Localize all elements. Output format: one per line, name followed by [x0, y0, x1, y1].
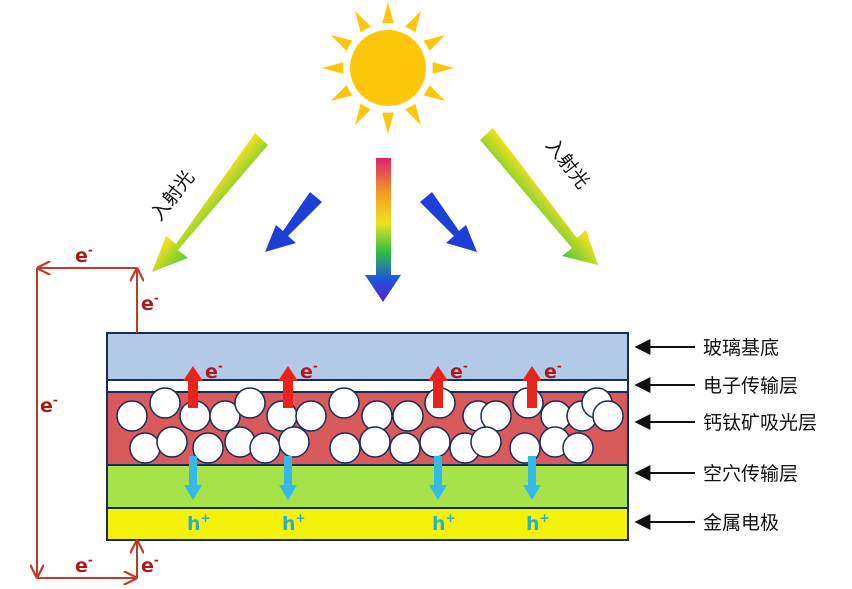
electron-label: e- — [75, 553, 93, 577]
electron-arrow — [522, 366, 542, 408]
circuit-electron-labels: e- e- e- e- e- — [40, 243, 159, 577]
light-arrows: 入射光 入射光 — [147, 128, 598, 302]
electron-label: e- — [141, 291, 159, 315]
perovskite-particle — [156, 426, 188, 458]
perovskite-particle — [192, 432, 224, 464]
perovskite-particle — [389, 432, 421, 464]
metal-electrode-layer — [106, 507, 629, 541]
sun-ray — [423, 35, 446, 51]
perovskite-particle — [359, 426, 391, 458]
perovskite-particle — [249, 432, 281, 464]
perovskite-particle — [328, 387, 360, 419]
electron-label: e- — [300, 359, 318, 383]
hole-arrow — [429, 456, 447, 500]
charge-carriers: e-h+ e-h+ e-h+ e-h+ — [183, 359, 562, 535]
perovskite-particle — [509, 432, 541, 464]
sun-ray — [355, 10, 371, 33]
blue-light-arrow-right — [420, 192, 477, 252]
sun-ray — [432, 62, 454, 74]
perovskite-particle — [562, 432, 594, 464]
incident-light-label-right: 入射光 — [541, 135, 593, 193]
hole-arrow — [184, 456, 202, 500]
hole-arrow — [279, 456, 297, 500]
label-hole-transport-layer: 空穴传输层 — [703, 463, 798, 485]
perovskite-particle — [392, 400, 424, 432]
sun-ray — [330, 35, 353, 51]
perovskite-particle — [149, 387, 181, 419]
label-metal-electrode: 金属电极 — [703, 512, 779, 534]
sun-disc — [350, 30, 426, 106]
perovskite-particle — [234, 387, 266, 419]
hole-label: h+ — [187, 511, 211, 535]
electron-arrow — [183, 366, 203, 408]
hole-arrow — [523, 456, 541, 500]
sun-ray — [322, 62, 344, 74]
electron-label: e- — [205, 359, 223, 383]
sun-ray — [330, 85, 353, 101]
label-glass-substrate: 玻璃基底 — [703, 337, 779, 359]
sun-ray — [382, 2, 394, 24]
sun-ray — [382, 112, 394, 134]
incident-light-label-left: 入射光 — [147, 167, 199, 225]
electron-label: e- — [544, 359, 562, 383]
perovskite-particle — [295, 400, 327, 432]
electron-label: e- — [75, 243, 93, 267]
label-perovskite-absorber-layer: 钙钛矿吸光层 — [703, 412, 817, 434]
perovskite-particles — [116, 387, 624, 464]
sun-icon — [322, 2, 454, 134]
electron-label: e- — [141, 553, 159, 577]
sun-ray — [405, 10, 421, 33]
blue-light-arrow-left — [265, 192, 322, 252]
perovskite-particle — [592, 400, 624, 432]
layer-labels — [634, 339, 695, 530]
perovskite-particle — [129, 432, 161, 464]
perovskite-particle — [470, 426, 502, 458]
sun-ray — [355, 103, 371, 126]
hole-label: h+ — [526, 511, 550, 535]
perovskite-particle — [329, 432, 361, 464]
hole-label: h+ — [432, 511, 456, 535]
hole-label: h+ — [282, 511, 306, 535]
perovskite-particle — [116, 400, 148, 432]
perovskite-particle — [209, 400, 241, 432]
incident-light-arrow-right — [480, 128, 598, 265]
external-circuit — [37, 268, 137, 578]
electron-label: e- — [450, 359, 468, 383]
sun-ray — [405, 103, 421, 126]
electron-arrow — [278, 366, 298, 408]
perovskite-particle — [278, 426, 310, 458]
incident-light-arrow-center — [365, 158, 401, 302]
sun-ray — [423, 85, 446, 101]
incident-light-arrow-left — [152, 133, 268, 272]
electron-label: e- — [40, 393, 58, 417]
electron-arrow — [428, 366, 448, 408]
label-electron-transport-layer: 电子传输层 — [703, 375, 798, 397]
perovskite-particle — [419, 426, 451, 458]
